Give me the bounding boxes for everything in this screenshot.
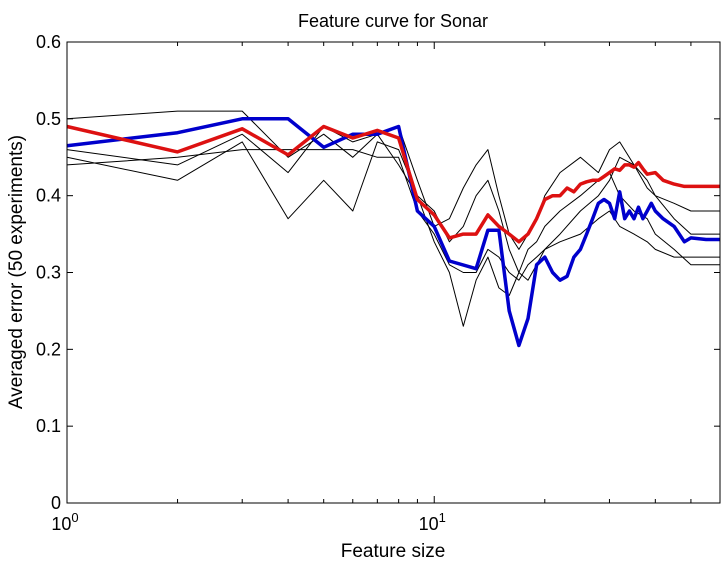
series-line-1 <box>66 141 720 327</box>
series-layer <box>66 110 720 348</box>
x-tick-label: 100 <box>51 510 78 534</box>
y-tick-label: 0.1 <box>36 416 61 436</box>
y-tick-label: 0.3 <box>36 263 61 283</box>
tick-layer: 0 0.1 0.2 0.3 0.4 0.5 0.6 100 101 <box>36 32 720 534</box>
series-line-4 <box>66 149 720 281</box>
x-axis-label: Feature size <box>341 541 446 562</box>
y-tick-label: 0.4 <box>36 186 61 206</box>
y-axis-label: Averaged error (50 experiments) <box>6 135 27 409</box>
y-tick-label: 0.6 <box>36 32 61 52</box>
x-tick-label: 101 <box>419 510 446 534</box>
series-line-6 <box>66 124 720 244</box>
y-tick-label: 0.5 <box>36 109 61 129</box>
chart-title: Feature curve for Sonar <box>298 11 488 31</box>
y-tick-label: 0 <box>51 493 61 513</box>
y-tick-label: 0.2 <box>36 339 61 359</box>
